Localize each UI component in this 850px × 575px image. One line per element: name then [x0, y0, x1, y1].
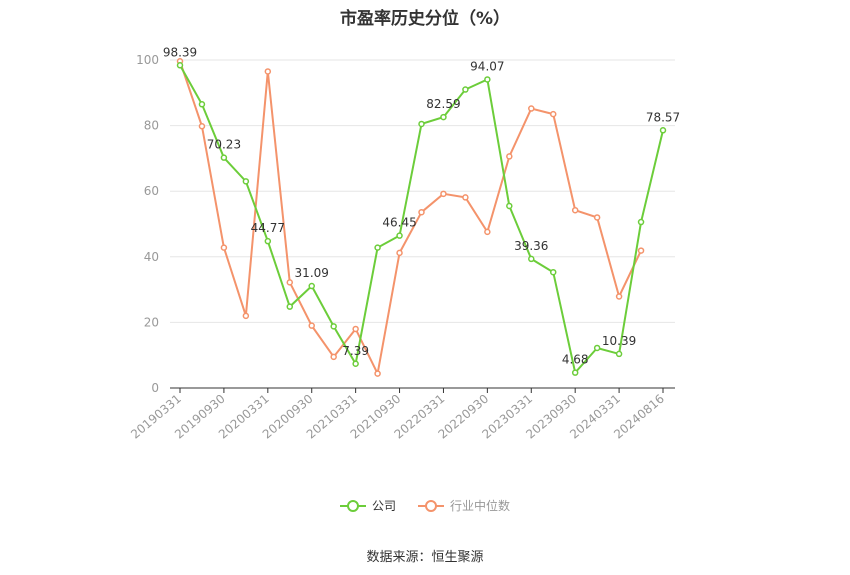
industry-point: [440, 190, 447, 198]
company-point: [396, 232, 403, 239]
company-point: [506, 202, 513, 210]
company-point: [198, 101, 206, 108]
company-point: [330, 323, 337, 330]
industry-point: [571, 206, 579, 214]
y-tick-label: 80: [144, 119, 159, 133]
industry-point: [264, 68, 272, 75]
legend: 公司 行业中位数: [0, 497, 850, 514]
company-point: [418, 120, 425, 128]
company-point: [242, 178, 250, 185]
company-point: [176, 62, 184, 69]
company-point: [659, 127, 667, 134]
series-lines: [176, 58, 667, 377]
legend-industry-marker: [418, 499, 444, 512]
company-point: [462, 86, 469, 93]
industry-line: [179, 60, 642, 377]
company-point: [528, 255, 535, 263]
legend-company-label: 公司: [371, 499, 396, 513]
data-label: 46.45: [382, 216, 416, 230]
y-tick-label: 0: [151, 381, 159, 395]
company-point: [286, 303, 294, 310]
industry-point: [462, 194, 469, 201]
industry-point: [615, 293, 623, 300]
data-label: 10.39: [602, 334, 636, 348]
company-point: [440, 113, 447, 121]
industry-point: [593, 214, 601, 221]
industry-point: [308, 322, 315, 329]
data-label: 4.68: [562, 353, 589, 367]
legend-industry-label: 行业中位数: [450, 499, 511, 513]
legend-item-industry[interactable]: 行业中位数: [418, 497, 510, 514]
grid-lines: [170, 59, 675, 323]
data-label: 94.07: [470, 59, 504, 73]
company-point: [571, 369, 579, 376]
industry-point: [484, 228, 491, 236]
company-point: [352, 360, 359, 368]
source-note: 数据来源：恒生聚源: [366, 550, 484, 565]
y-tick-label: 100: [136, 53, 159, 67]
legend-item-company[interactable]: 公司: [339, 497, 396, 514]
y-tick-label: 20: [144, 315, 159, 329]
data-label: 44.77: [251, 221, 285, 235]
industry-point: [198, 123, 206, 130]
company-line: [179, 64, 664, 375]
industry-point: [220, 244, 228, 251]
company-point: [264, 237, 272, 245]
company-point: [637, 218, 645, 226]
industry-point: [418, 208, 425, 216]
industry-point: [352, 325, 359, 333]
data-label: 31.09: [295, 266, 329, 280]
chart-title: 市盈率历史分位（%）: [339, 9, 511, 29]
industry-point: [528, 105, 535, 112]
industry-point: [396, 249, 403, 257]
data-label: 39.36: [514, 239, 548, 253]
y-tick-label: 40: [144, 250, 159, 264]
data-label: 82.59: [426, 97, 460, 111]
company-point: [374, 244, 381, 251]
legend-company-marker: [339, 499, 366, 512]
industry-point: [330, 353, 337, 361]
industry-point: [286, 279, 294, 286]
data-labels: 98.39 70.23 44.77 31.09 7.39 46.45 82.59 94.07 3…: [163, 45, 680, 366]
industry-point: [637, 247, 645, 254]
data-label: 98.39: [163, 45, 197, 59]
industry-point: [374, 370, 381, 377]
industry-point: [549, 110, 557, 118]
company-point: [615, 350, 623, 358]
y-tick-label: 60: [144, 184, 159, 198]
company-point: [549, 268, 557, 276]
company-point: [308, 282, 315, 290]
data-label: 7.39: [342, 344, 369, 358]
company-point: [593, 344, 601, 352]
data-label: 78.57: [646, 110, 680, 124]
company-point: [220, 154, 228, 161]
industry-point: [506, 153, 513, 160]
company-point: [484, 76, 491, 83]
data-label: 70.23: [207, 138, 241, 152]
industry-point: [242, 312, 250, 320]
